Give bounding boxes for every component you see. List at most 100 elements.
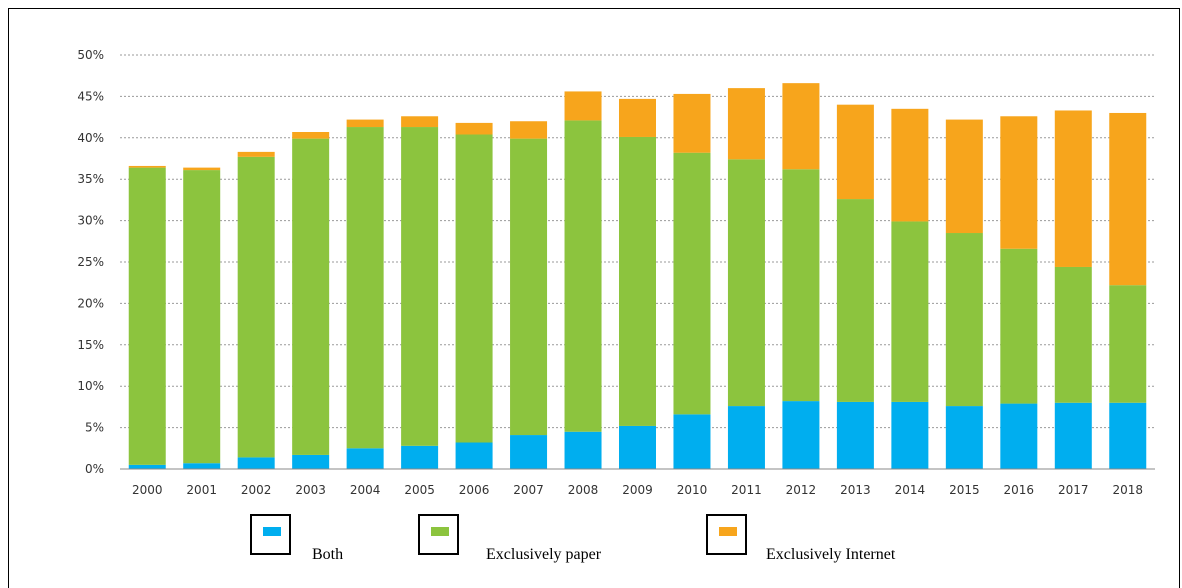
legend-box-both	[250, 514, 291, 555]
x-tick-label: 2009	[622, 483, 653, 497]
x-tick-label: 2013	[840, 483, 871, 497]
bar-exclusively-paper-2006	[455, 134, 493, 443]
bar-both-2018	[1109, 402, 1147, 469]
bar-both-2009	[619, 425, 656, 469]
bar-exclusively-internet-2008	[564, 91, 602, 121]
y-tick-label: 35%	[77, 172, 104, 186]
bar-exclusively-paper-2016	[1000, 248, 1038, 404]
bar-both-2000	[128, 464, 166, 469]
y-tick-label: 15%	[77, 338, 104, 352]
y-tick-label: 5%	[85, 421, 104, 435]
x-tick-label: 2015	[949, 483, 980, 497]
bar-both-2005	[401, 445, 439, 469]
bar-exclusively-paper-2012	[782, 169, 820, 402]
chart-frame	[8, 8, 1180, 588]
bar-exclusively-paper-2009	[619, 136, 656, 426]
legend-box-exclusively-internet	[706, 514, 747, 555]
bar-exclusively-internet-2016	[1000, 116, 1038, 249]
bar-exclusively-paper-2007	[510, 138, 548, 436]
y-tick-label: 20%	[77, 296, 104, 310]
bar-exclusively-paper-2004	[346, 127, 384, 449]
bar-exclusively-internet-2014	[891, 108, 929, 222]
bar-exclusively-paper-2010	[673, 152, 711, 415]
legend-swatch-exclusively-internet	[719, 527, 737, 536]
bar-exclusively-internet-2015	[945, 119, 983, 234]
x-tick-label: 2006	[459, 483, 490, 497]
bar-exclusively-paper-2013	[836, 199, 874, 402]
bar-both-2002	[237, 457, 275, 469]
legend-box-exclusively-paper	[418, 514, 459, 555]
bar-exclusively-internet-2010	[673, 93, 711, 153]
bar-exclusively-internet-2013	[836, 104, 874, 200]
bar-exclusively-internet-2003	[292, 132, 330, 139]
bar-exclusively-internet-2007	[510, 121, 548, 139]
x-tick-label: 2012	[786, 483, 817, 497]
bar-both-2014	[891, 401, 929, 469]
bar-exclusively-paper-2005	[401, 127, 439, 446]
y-tick-label: 40%	[77, 131, 104, 145]
bar-both-2010	[673, 414, 711, 469]
bar-exclusively-internet-2001	[183, 167, 221, 171]
x-tick-label: 2008	[568, 483, 599, 497]
bar-both-2011	[727, 406, 765, 469]
x-tick-label: 2011	[731, 483, 762, 497]
bar-exclusively-paper-2015	[945, 233, 983, 407]
bar-exclusively-internet-2009	[619, 98, 656, 137]
y-tick-label: 50%	[77, 48, 104, 62]
x-tick-label: 2010	[677, 483, 708, 497]
bar-both-2008	[564, 431, 602, 469]
bar-both-2017	[1054, 402, 1092, 469]
bar-both-2006	[455, 442, 493, 469]
bar-exclusively-internet-2002	[237, 151, 275, 157]
x-tick-label: 2018	[1112, 483, 1143, 497]
bar-exclusively-paper-2018	[1109, 285, 1147, 403]
x-tick-label: 2017	[1058, 483, 1089, 497]
x-tick-label: 2002	[241, 483, 272, 497]
bar-both-2007	[510, 435, 548, 469]
legend-label-both: Both	[312, 546, 344, 563]
stacked-bar-chart: 0% 5% 10% 15% 20% 25% 30% 35% 40% 45% 50% 2000 2001…	[77, 48, 1155, 497]
y-tick-label: 10%	[77, 379, 104, 393]
x-tick-label: 2005	[404, 483, 435, 497]
y-tick-label: 45%	[77, 89, 104, 103]
legend-label-exclusively-paper: Exclusively paper	[486, 546, 602, 563]
bar-exclusively-paper-2014	[891, 221, 929, 402]
x-tick-label: 2004	[350, 483, 381, 497]
y-tick-label: 0%	[85, 462, 104, 476]
legend-label-exclusively-internet: Exclusively Internet	[766, 546, 896, 563]
bar-both-2016	[1000, 403, 1038, 469]
bar-exclusively-internet-2018	[1109, 112, 1147, 286]
x-tick-label: 2016	[1004, 483, 1035, 497]
bar-both-2012	[782, 401, 820, 469]
bar-exclusively-internet-2017	[1054, 110, 1092, 267]
bar-both-2003	[292, 454, 330, 469]
legend: Both Exclusively paper Exclusively Inter…	[0, 514, 1182, 574]
bar-exclusively-internet-2005	[401, 116, 439, 128]
x-axis-ticks: 2000 2001 2002 2003 2004 2005 2006 2007 2008 2009…	[132, 483, 1143, 497]
bar-exclusively-internet-2006	[455, 122, 493, 135]
bar-exclusively-paper-2017	[1054, 266, 1092, 403]
y-tick-label: 30%	[77, 214, 104, 228]
x-tick-label: 2007	[513, 483, 544, 497]
x-tick-label: 2003	[295, 483, 326, 497]
bar-exclusively-paper-2001	[183, 170, 221, 464]
bar-exclusively-internet-2012	[782, 83, 820, 170]
bar-both-2013	[836, 401, 874, 469]
legend-swatch-both	[263, 527, 281, 536]
bar-exclusively-internet-2000	[128, 165, 166, 168]
bar-exclusively-paper-2008	[564, 120, 602, 432]
bar-exclusively-internet-2004	[346, 119, 384, 128]
bar-exclusively-paper-2000	[128, 167, 166, 465]
x-tick-label: 2001	[186, 483, 217, 497]
bar-both-2001	[183, 463, 221, 469]
y-tick-label: 25%	[77, 255, 104, 269]
bar-both-2004	[346, 448, 384, 469]
bar-exclusively-internet-2011	[727, 88, 765, 160]
bar-exclusively-paper-2011	[727, 159, 765, 407]
x-tick-label: 2014	[895, 483, 926, 497]
bars	[128, 83, 1147, 469]
y-axis-ticks: 0% 5% 10% 15% 20% 25% 30% 35% 40% 45% 50%	[77, 48, 104, 476]
bar-exclusively-paper-2002	[237, 156, 275, 458]
bar-exclusively-paper-2003	[292, 138, 330, 455]
bar-both-2015	[945, 406, 983, 469]
